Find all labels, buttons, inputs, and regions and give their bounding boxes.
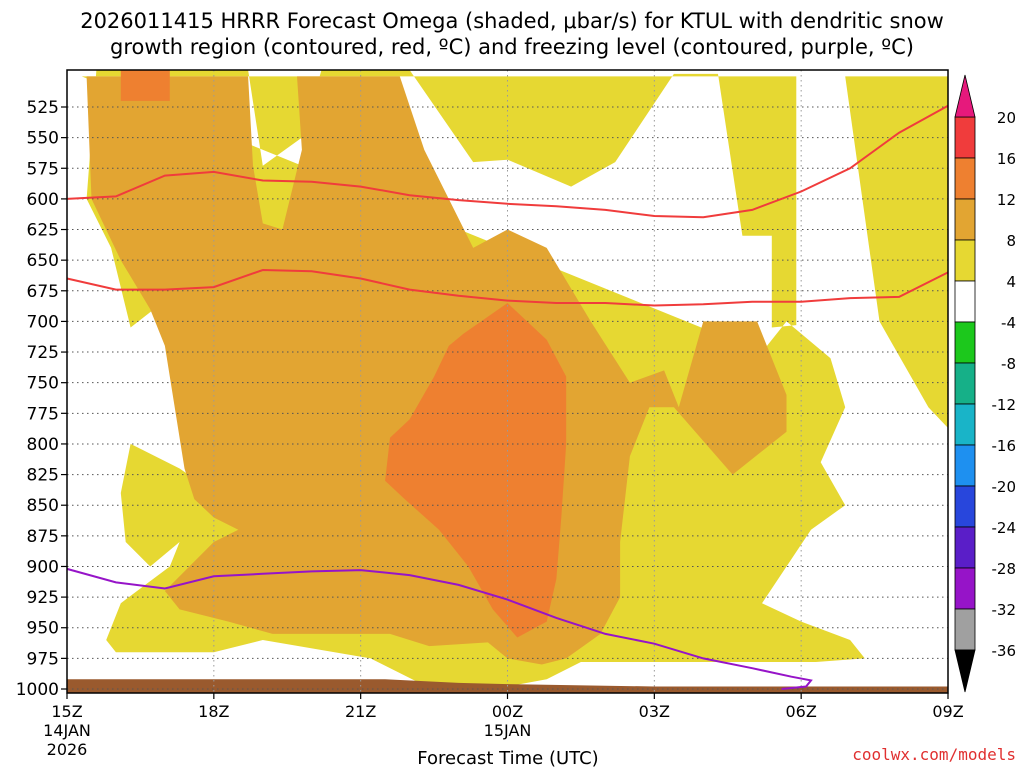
y-tick-label-800: 800 (27, 435, 59, 455)
colorbar-segment-8-to-12 (954, 198, 976, 241)
colorbar-label--24: -24 (992, 519, 1017, 537)
dendritic-contour-upper (66, 104, 949, 219)
colorbar-segment--4-to-4 (954, 280, 976, 323)
colorbar-segment--28-to--24 (954, 526, 976, 569)
y-tick-label-750: 750 (27, 374, 59, 394)
x-tick-label-21Z: 21Z (345, 702, 376, 721)
colorbar-segment--20-to--16 (954, 444, 976, 487)
y-tick-label-625: 625 (27, 221, 59, 241)
omega-region-12-16 (120, 70, 170, 101)
colorbar-segment--16-to--12 (954, 403, 976, 446)
colorbar-label-16: 16 (997, 150, 1016, 168)
colorbar-label--20: -20 (992, 478, 1017, 496)
colorbar-segment--12-to--8 (954, 362, 976, 405)
colorbar-label--4: -4 (1001, 314, 1016, 332)
colorbar-segment--32-to--28 (954, 567, 976, 610)
colorbar-segment-4-to-8 (954, 239, 976, 282)
colorbar-segment--36-to--32 (954, 608, 976, 651)
axes: 525 550 575 600 625 650 675 700 725 750 775 800 825 8… (16, 98, 964, 759)
y-tick-label-550: 550 (27, 129, 59, 149)
y-tick-label-700: 700 (27, 312, 59, 332)
y-tick-label-525: 525 (27, 98, 59, 118)
y-tick-label-825: 825 (27, 466, 59, 486)
y-tick-label-650: 650 (27, 251, 59, 271)
credit-link[interactable]: coolwx.com/models (852, 745, 1016, 764)
x-tick-label-06Z: 06Z (786, 702, 817, 721)
colorbar-label--32: -32 (992, 601, 1017, 619)
contour-lines (66, 104, 949, 690)
colorbar: 20 16 12 8 4 -4 -8 -12 -16 -20 -24 -28 -32 -36 (954, 74, 1017, 693)
colorbar-bottom-arrow (954, 649, 976, 693)
y-tick-label-775: 775 (27, 404, 59, 424)
colorbar-label-8: 8 (1006, 232, 1016, 250)
colorbar-segment-16-to-20 (954, 116, 976, 159)
colorbar-top-arrow (954, 74, 976, 118)
omega-region-12-16b (385, 303, 567, 638)
omega-region-8-12 (86, 76, 787, 665)
dendritic-contour-lower (66, 268, 949, 307)
x-tick-year-15Z: 2026 (47, 740, 88, 759)
colorbar-label--12: -12 (992, 396, 1017, 414)
y-tick-label-975: 975 (27, 649, 59, 669)
y-tick-label-675: 675 (27, 282, 59, 302)
colorbar-label--16: -16 (992, 437, 1017, 455)
omega-shading (67, 70, 948, 693)
colorbar-label-4: 4 (1006, 273, 1016, 291)
x-tick-date-15Z: 14JAN (43, 721, 91, 740)
chart-title-line2: growth region (contoured, red, ºC) and f… (110, 35, 914, 59)
colorbar-label--28: -28 (992, 560, 1017, 578)
y-tick-label-875: 875 (27, 527, 59, 547)
y-tick-label-600: 600 (27, 190, 59, 210)
y-tick-label-900: 900 (27, 557, 59, 577)
x-tick-label-18Z: 18Z (198, 702, 229, 721)
x-tick-label-09Z: 09Z (932, 702, 963, 721)
colorbar-label--36: -36 (992, 642, 1017, 660)
chart-title-line1: 2026011415 HRRR Forecast Omega (shaded, … (80, 9, 944, 33)
x-tick-date-00Z: 15JAN (484, 721, 532, 740)
x-tick-label-00Z: 00Z (492, 702, 523, 721)
y-tick-label-850: 850 (27, 496, 59, 516)
y-tick-label-575: 575 (27, 159, 59, 179)
y-tick-label-950: 950 (27, 619, 59, 639)
colorbar-label--8: -8 (1001, 355, 1016, 373)
colorbar-segment--8-to--4 (954, 321, 976, 364)
x-tick-label-15Z: 15Z (51, 702, 82, 721)
x-axis-label: Forecast Time (UTC) (417, 748, 598, 768)
colorbar-segment-12-to-16 (954, 157, 976, 200)
freezing-level-line (66, 567, 813, 690)
y-tick-label-725: 725 (27, 343, 59, 363)
colorbar-label-12: 12 (997, 191, 1016, 209)
x-tick-label-03Z: 03Z (639, 702, 670, 721)
colorbar-label-20: 20 (997, 109, 1016, 127)
colorbar-segment--24-to--20 (954, 485, 976, 528)
y-tick-label-925: 925 (27, 588, 59, 608)
y-tick-label-1000: 1000 (16, 680, 59, 700)
